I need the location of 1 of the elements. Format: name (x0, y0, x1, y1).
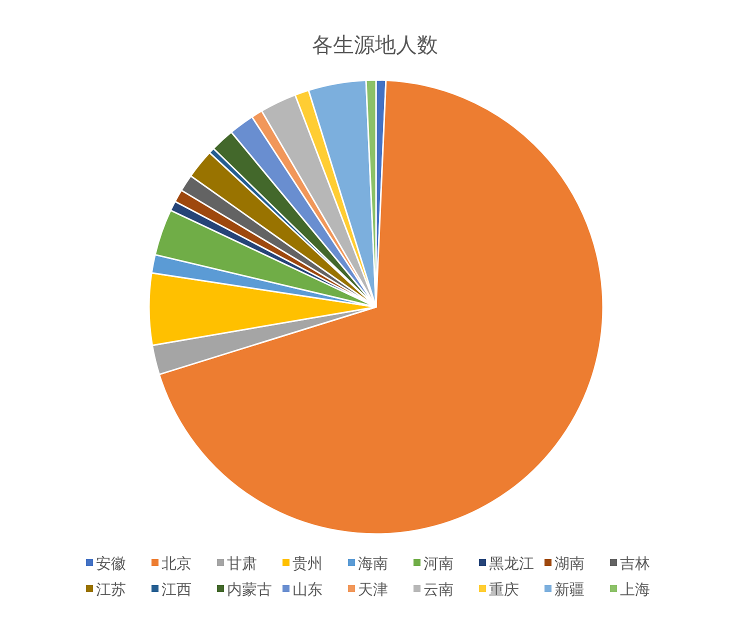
title: 各生源地人数 (312, 33, 438, 57)
